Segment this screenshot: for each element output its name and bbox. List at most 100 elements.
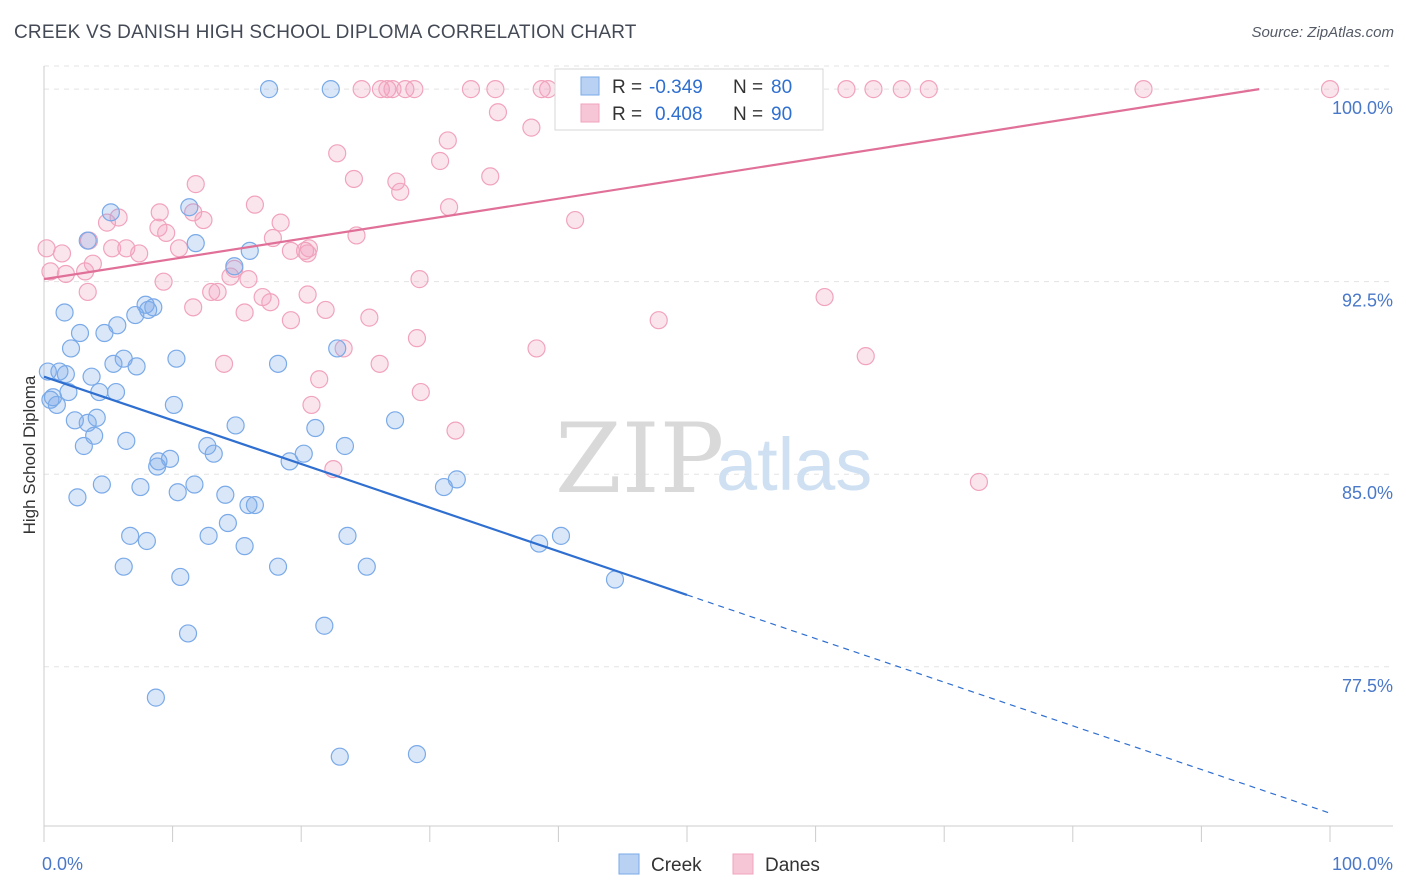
creek-point <box>239 495 258 515</box>
danes-point <box>52 244 72 263</box>
creek-point <box>294 444 313 463</box>
creek-point <box>148 457 167 476</box>
danes-point <box>316 300 335 320</box>
creek-point <box>74 436 93 456</box>
danes-point <box>97 213 117 232</box>
creek-point <box>306 418 325 438</box>
danes-n-label: N = <box>733 104 763 125</box>
y-tick-label: 77.5% <box>1342 676 1393 696</box>
creek-point <box>70 323 90 343</box>
y-tick-label: 92.5% <box>1342 291 1393 311</box>
danes-point <box>815 287 834 307</box>
creek-point <box>180 198 199 217</box>
creek-point <box>328 339 347 358</box>
creek-point <box>321 80 340 99</box>
danes-trend-line <box>43 88 1260 281</box>
danes-point <box>271 213 290 232</box>
creek-point <box>315 616 334 635</box>
danes-point <box>532 80 551 99</box>
creek-point <box>137 531 156 551</box>
danes-point <box>446 421 465 440</box>
legend-danes-label: Danes <box>765 855 820 876</box>
creek-point <box>104 354 123 373</box>
danes-point <box>239 270 258 289</box>
danes-point <box>310 370 329 389</box>
danes-point <box>208 282 227 302</box>
creek-r-value: -0.349 <box>649 77 703 98</box>
stats-legend: R = -0.349 N = 80 R = 0.408 N = 90 <box>554 68 824 131</box>
danes-point <box>438 131 457 150</box>
danes-point <box>334 339 353 358</box>
danes-point <box>235 303 254 322</box>
danes-point <box>150 203 169 222</box>
danes-point <box>370 354 389 373</box>
danes-points <box>37 80 1340 492</box>
danes-point <box>169 239 189 258</box>
creek-point <box>47 395 66 415</box>
creek-point <box>131 477 150 497</box>
creek-point <box>218 513 237 533</box>
creek-point <box>61 339 81 358</box>
danes-point <box>1134 80 1153 99</box>
danes-point <box>78 282 97 302</box>
danes-point <box>539 80 558 99</box>
creek-trend-extension <box>686 594 1331 814</box>
creek-trend-line <box>43 375 688 596</box>
creek-point <box>186 234 205 253</box>
creek-point <box>357 557 376 576</box>
danes-point <box>154 272 173 291</box>
creek-point <box>92 475 111 494</box>
danes-point <box>328 144 347 163</box>
axes <box>43 66 1393 842</box>
creek-point <box>330 747 349 766</box>
trend-lines <box>43 88 1331 814</box>
creek-point <box>185 475 204 494</box>
danes-point <box>41 262 60 281</box>
watermark-zip: ZIP <box>555 403 724 515</box>
danes-point <box>157 223 176 242</box>
creek-swatch <box>580 76 600 96</box>
creek-point <box>225 257 244 276</box>
creek-point <box>117 431 136 450</box>
danes-point <box>919 80 938 99</box>
creek-point <box>101 203 120 222</box>
creek-point <box>216 485 235 504</box>
danes-point <box>439 198 459 217</box>
danes-point <box>1320 80 1340 99</box>
danes-point <box>410 270 429 289</box>
danes-point <box>298 285 317 304</box>
danes-point <box>184 298 203 317</box>
danes-point <box>299 239 319 258</box>
danes-point <box>522 118 541 137</box>
creek-point <box>447 470 466 489</box>
danes-point <box>186 175 205 194</box>
creek-point <box>199 526 218 545</box>
danes-point <box>461 80 481 99</box>
creek-point <box>82 367 101 386</box>
danes-point <box>261 293 280 312</box>
creek-point <box>204 444 223 463</box>
creek-point <box>121 526 140 545</box>
legend-creek-label: Creek <box>651 855 702 876</box>
creek-point <box>146 688 165 707</box>
danes-point <box>383 80 402 99</box>
danes-point <box>856 347 875 366</box>
creek-point <box>95 323 114 343</box>
danes-r-value: 0.408 <box>655 104 703 125</box>
creek-point <box>139 300 158 320</box>
danes-point <box>969 472 989 492</box>
danes-point <box>391 182 410 201</box>
creek-point <box>87 408 106 427</box>
danes-point <box>281 311 301 330</box>
creek-point <box>171 567 190 587</box>
creek-point <box>68 488 87 507</box>
creek-point <box>56 365 75 384</box>
creek-points <box>38 80 625 766</box>
danes-point <box>407 329 427 348</box>
gridlines <box>44 65 1393 668</box>
danes-point <box>202 282 221 302</box>
danes-point <box>892 80 911 99</box>
danes-point <box>378 80 397 99</box>
chart-title: CREEK VS DANISH HIGH SCHOOL DIPLOMA CORR… <box>14 22 637 43</box>
creek-r-label: R = <box>612 77 642 98</box>
